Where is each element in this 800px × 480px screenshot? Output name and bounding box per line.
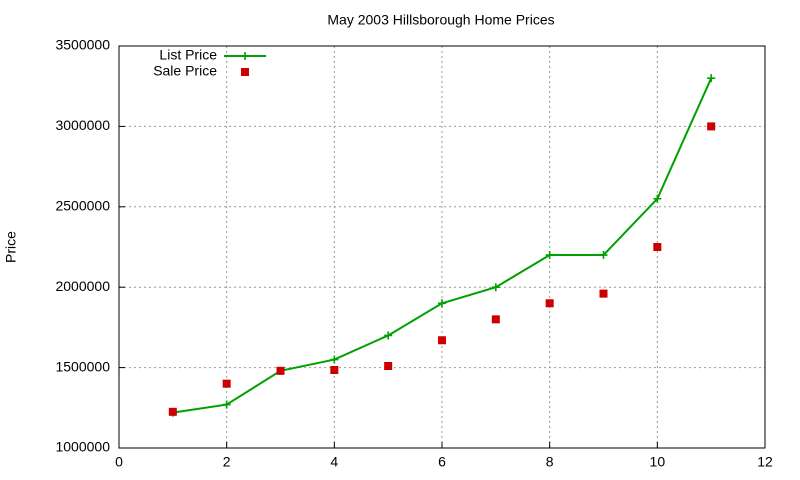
- y-tick-label: 1000000: [55, 439, 110, 455]
- x-tick-label: 10: [650, 454, 666, 470]
- legend-label: Sale Price: [153, 63, 217, 79]
- y-tick-label: 2500000: [55, 198, 110, 214]
- x-tick-label: 12: [757, 454, 773, 470]
- point-marker: [545, 251, 554, 260]
- point-marker: [438, 299, 446, 308]
- legend-marker: [241, 68, 249, 76]
- point-marker: [599, 251, 608, 260]
- legend-label: List Price: [159, 47, 217, 63]
- plot-frame: [118, 45, 766, 449]
- point-marker: [438, 336, 446, 345]
- point-marker: [653, 243, 662, 251]
- point-marker: [384, 331, 393, 340]
- legend-marker: [241, 52, 249, 60]
- y-tick-label: 3500000: [55, 37, 110, 53]
- y-tick-label: 1500000: [55, 358, 110, 374]
- point-marker: [545, 299, 554, 308]
- x-tick-label: 0: [115, 454, 123, 470]
- x-tick-label: 8: [546, 454, 554, 470]
- y-tick-label: 3000000: [55, 117, 110, 133]
- point-marker: [707, 122, 716, 131]
- point-marker: [491, 283, 500, 292]
- point-marker: [707, 74, 716, 83]
- point-marker: [330, 366, 339, 375]
- point-marker: [276, 366, 285, 375]
- x-tick-label: 4: [330, 454, 338, 470]
- point-marker: [653, 194, 662, 203]
- point-marker: [330, 355, 339, 364]
- point-marker: [168, 407, 177, 416]
- x-tick-label: 2: [223, 454, 231, 470]
- point-marker: [491, 315, 500, 324]
- point-marker: [222, 400, 231, 409]
- y-axis-label: Price: [3, 231, 19, 263]
- point-marker: [599, 289, 608, 298]
- x-tick-label: 6: [438, 454, 446, 470]
- y-tick-label: 2000000: [55, 278, 110, 294]
- chart-title: May 2003 Hillsborough Home Prices: [327, 12, 554, 28]
- point-marker: [222, 379, 231, 388]
- point-marker: [384, 361, 393, 370]
